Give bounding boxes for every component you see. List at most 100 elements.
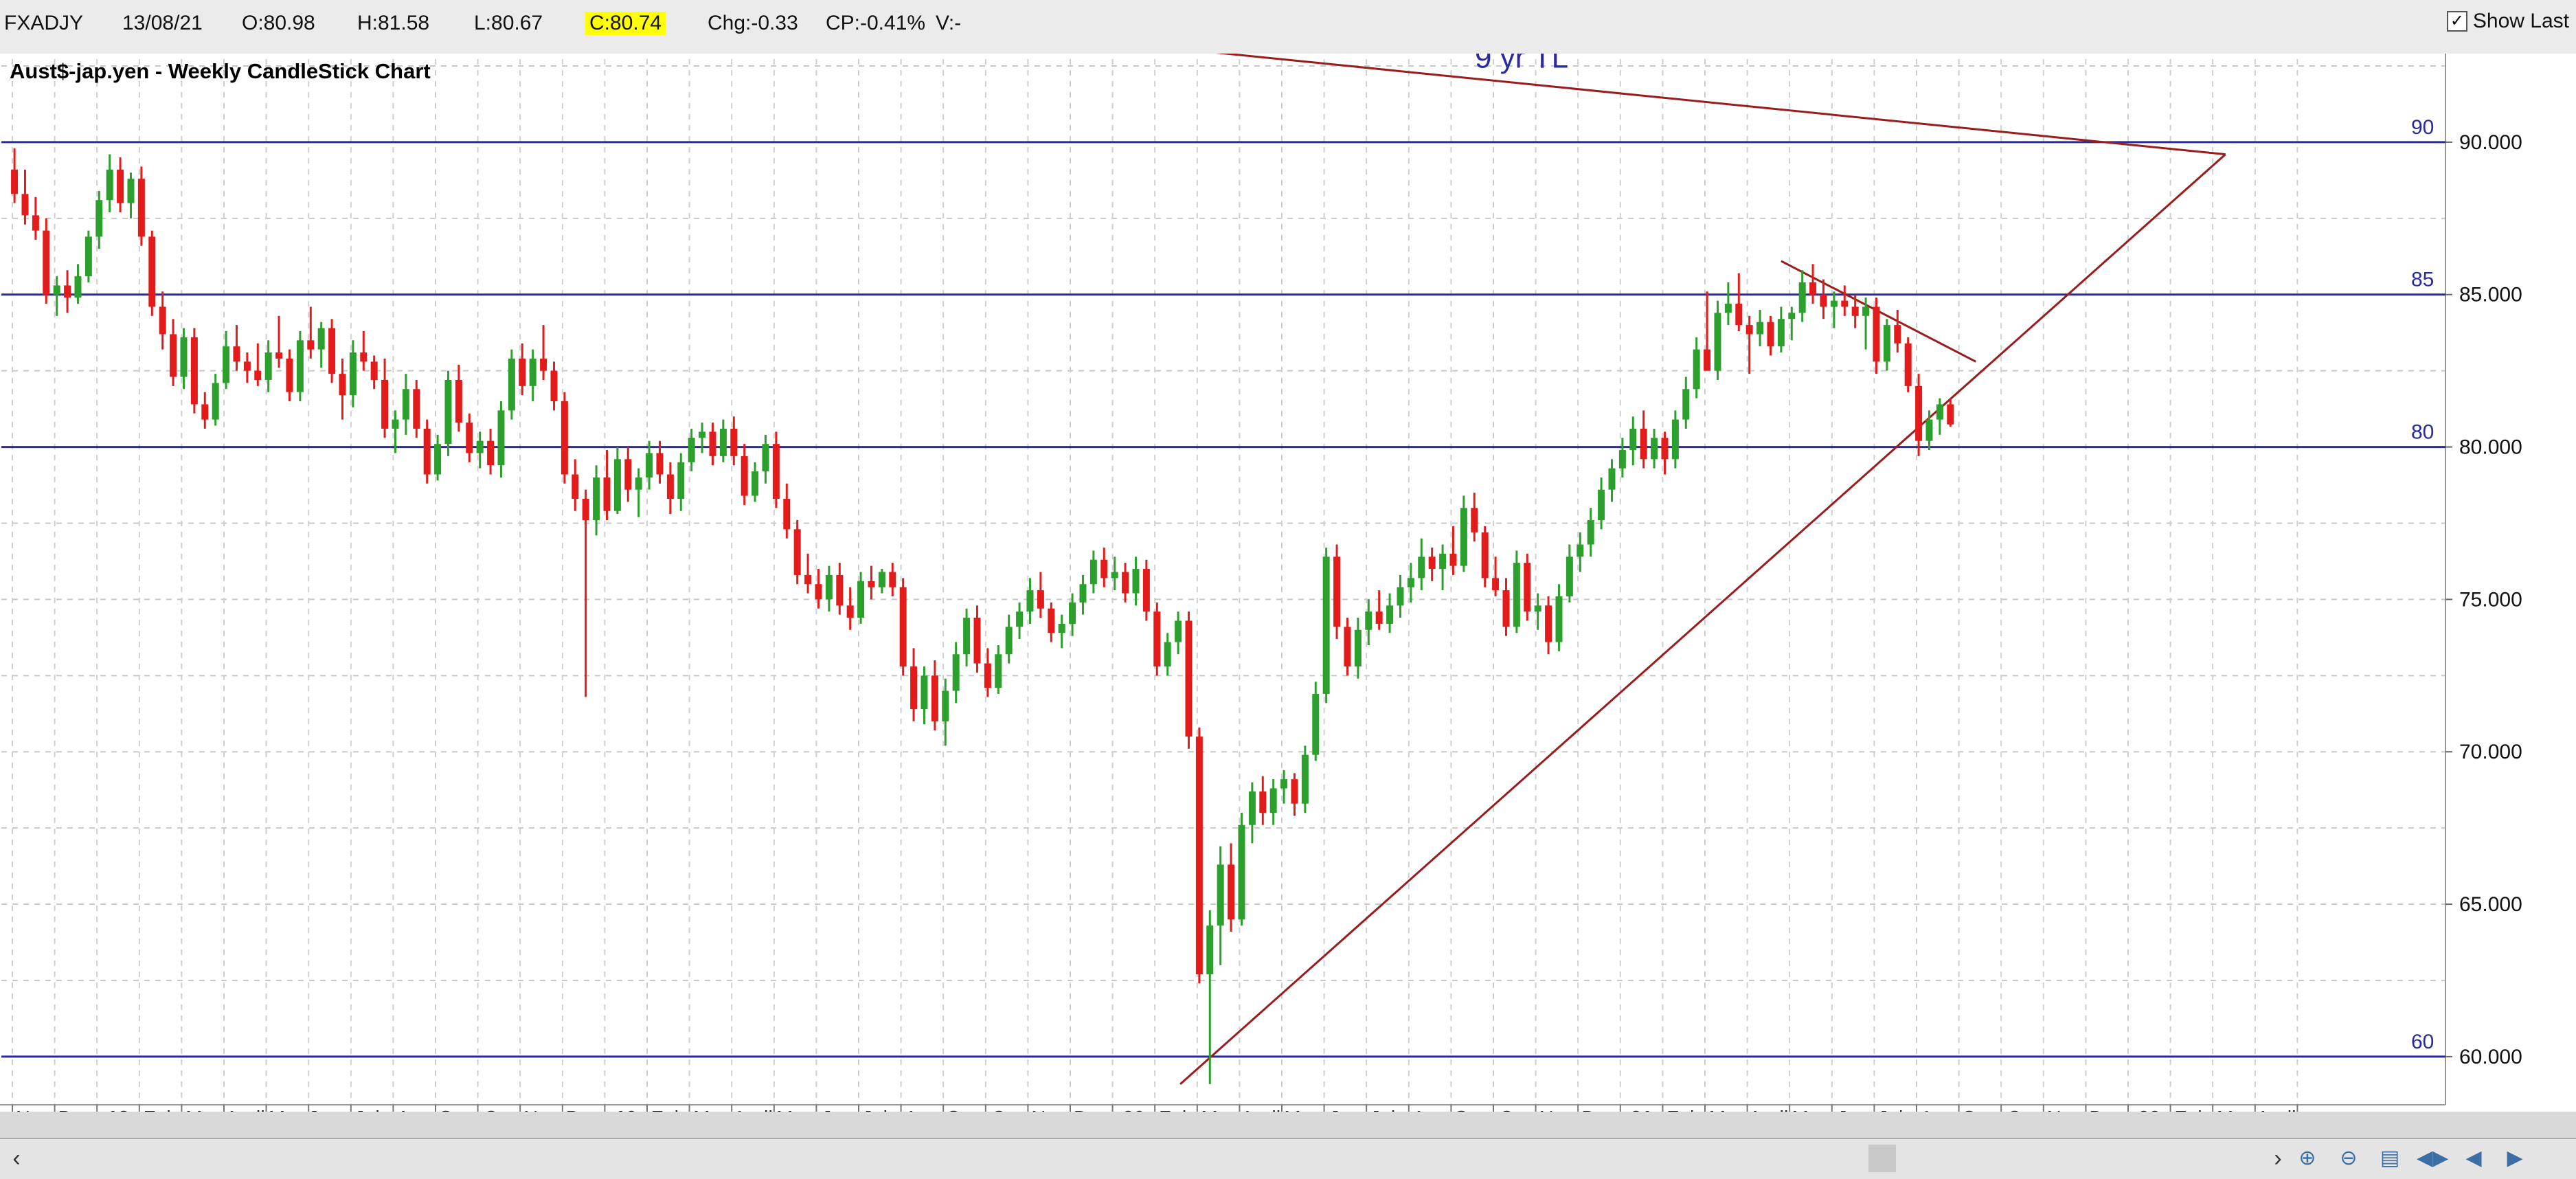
candle-body — [603, 477, 611, 511]
x-tick-label: July — [1370, 1108, 1405, 1112]
x-tick-label: Oct — [991, 1108, 1022, 1112]
candle-body — [423, 428, 431, 475]
chart-title: Aust$-jap.yen - Weekly CandleStick Chart — [10, 59, 431, 83]
candle-body — [1079, 584, 1087, 603]
candlestick-chart: 60.000 65.000 70.000 75.000 80.000 85.000 90.0… — [0, 54, 2576, 1112]
candle-body — [32, 215, 39, 231]
step-back-icon[interactable]: ◀ — [2465, 1147, 2482, 1169]
change-pct-label: CP:-0.41% — [826, 12, 926, 34]
candle-body — [963, 618, 971, 655]
x-tick-label: Sep — [947, 1108, 982, 1112]
candle-body — [95, 200, 103, 237]
candle-body — [804, 574, 812, 585]
candle-body — [1375, 611, 1383, 624]
candle-body — [1248, 791, 1256, 825]
candle-body — [646, 453, 653, 478]
candle-body — [1344, 627, 1351, 667]
candle-body — [1322, 557, 1330, 694]
candle-body — [264, 352, 272, 380]
rewind-icon[interactable]: ◀▶ — [2417, 1147, 2449, 1169]
candle-body — [508, 358, 515, 411]
candle-body — [444, 379, 452, 445]
candle-body — [857, 581, 865, 618]
chart-area[interactable]: 60.000 65.000 70.000 75.000 80.000 85.000 90.0… — [0, 54, 2576, 1112]
x-tick-label: Jun — [822, 1108, 854, 1112]
candle-body — [846, 605, 854, 618]
x-tick-label: April — [1241, 1108, 1280, 1112]
print-icon[interactable]: ▤ — [2380, 1147, 2400, 1169]
x-tick-label: June — [308, 1108, 352, 1112]
candle-body — [878, 572, 885, 587]
candle-body — [370, 361, 378, 380]
candle-body — [497, 410, 505, 466]
candle-body — [190, 337, 198, 405]
candle-body — [942, 690, 949, 721]
zoom-out-icon[interactable]: ⊖ — [2340, 1147, 2358, 1169]
candle-body — [137, 179, 145, 237]
x-tick-label: Feb — [651, 1108, 686, 1112]
candle-body — [434, 444, 442, 475]
candle-body — [815, 584, 822, 600]
candle-body — [1661, 438, 1669, 460]
candle-body — [1005, 627, 1013, 655]
candle-body — [1185, 620, 1193, 737]
x-tick-label: Nov — [1031, 1108, 1067, 1112]
y-tick-label: 90.000 — [2459, 131, 2522, 154]
candle-body — [476, 440, 484, 453]
candle-body — [1671, 419, 1679, 460]
candle-body — [1947, 404, 1954, 425]
candle-body — [1724, 304, 1732, 313]
scroll-right-button[interactable]: › — [2274, 1145, 2282, 1171]
candle-body — [1397, 587, 1404, 606]
scroll-left-button[interactable]: ‹ — [12, 1145, 21, 1171]
candle-body — [1587, 520, 1594, 545]
candle-body — [1058, 623, 1065, 633]
candle-body — [1312, 693, 1320, 755]
x-tick-label: Mar — [1201, 1108, 1236, 1112]
x-tick-label: Dec — [1074, 1108, 1109, 1112]
candle-body — [317, 328, 325, 350]
candle-body — [392, 419, 399, 429]
candle-body — [1735, 304, 1743, 326]
candle-body — [1640, 428, 1647, 460]
open-label: O:80.98 — [242, 12, 315, 34]
candle-body — [1904, 343, 1912, 386]
x-tick-label: May — [269, 1108, 306, 1112]
candle-body — [1651, 438, 1658, 460]
candle-body — [1513, 563, 1520, 627]
candle-body — [931, 675, 938, 721]
x-tick-label: Feb — [2174, 1108, 2208, 1112]
step-forward-icon[interactable]: ▶ — [2507, 1147, 2523, 1169]
candle-body — [1862, 306, 1870, 316]
candle-body — [1555, 596, 1563, 642]
candle-body — [1682, 389, 1690, 420]
candle-body — [1894, 325, 1901, 344]
level-label: 60 — [2411, 1031, 2434, 1053]
y-tick-label: 85.000 — [2459, 284, 2522, 306]
candle-body — [286, 358, 293, 392]
candle-body — [328, 328, 336, 374]
candle-body — [1502, 590, 1510, 627]
change-label: Chg:-0.33 — [708, 12, 798, 34]
scrollbar-thumb[interactable] — [1868, 1145, 1896, 1172]
y-tick-label: 60.000 — [2459, 1046, 2522, 1068]
candle-body — [540, 358, 547, 371]
candle-body — [53, 285, 60, 295]
x-tick-label: 22 — [2138, 1108, 2160, 1112]
x-tick-label: Oct — [2007, 1108, 2037, 1112]
x-tick-label: 21 — [1630, 1108, 1652, 1112]
candle-body — [223, 346, 230, 383]
show-last-toggle[interactable]: ✓ Show Last — [2446, 10, 2569, 33]
candle-body — [117, 169, 124, 203]
show-last-checkbox[interactable]: ✓ — [2446, 11, 2467, 32]
level-label: 80 — [2411, 421, 2434, 444]
candle-body — [1217, 864, 1224, 926]
candle-body — [349, 352, 357, 396]
horizontal-scrollbar[interactable]: ‹ › ⊕ ⊖ ▤ ◀▶ ◀ ▶ — [0, 1138, 2576, 1179]
x-tick-label: May — [1792, 1108, 1830, 1112]
candle-body — [106, 169, 113, 201]
candle-body — [296, 340, 304, 392]
candle-body — [170, 334, 177, 377]
zoom-in-icon[interactable]: ⊕ — [2298, 1147, 2316, 1169]
trendline — [1179, 153, 2226, 1085]
